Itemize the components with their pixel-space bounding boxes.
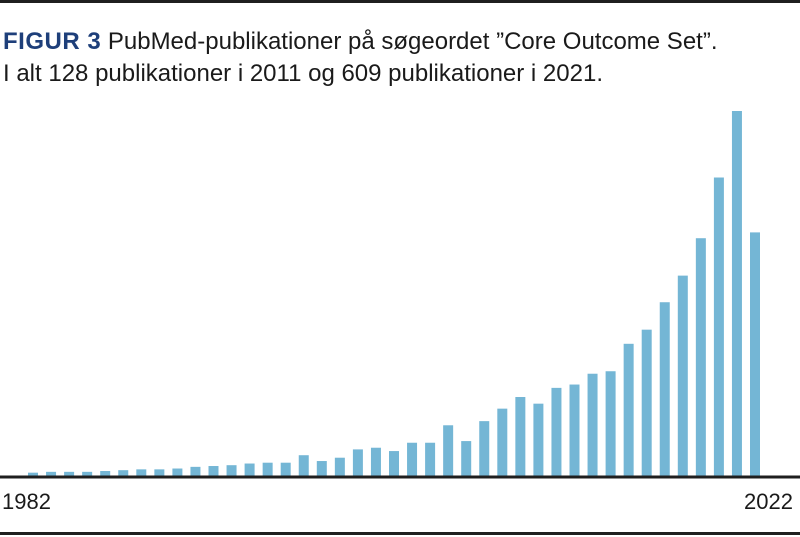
bars-group	[28, 111, 760, 476]
bar-2007	[479, 421, 490, 476]
bar-1983	[46, 471, 57, 476]
top-rule	[0, 0, 800, 3]
bar-2010	[533, 403, 544, 476]
bar-1989	[154, 469, 165, 476]
bar-1991	[190, 466, 201, 476]
bar-2019	[695, 238, 706, 476]
bar-1999	[334, 457, 345, 476]
figure-caption: FIGUR 3 PubMed-publikationer på søgeorde…	[3, 26, 798, 90]
bar-2014	[605, 371, 616, 476]
bar-2012	[569, 384, 580, 476]
bar-2015	[623, 343, 634, 476]
bar-2020	[713, 177, 724, 476]
bar-2022	[750, 232, 760, 476]
bar-1986	[100, 471, 111, 476]
bar-2005	[443, 425, 454, 476]
bar-1982	[28, 472, 38, 476]
bar-1996	[280, 462, 291, 476]
bar-2013	[587, 373, 598, 476]
bar-1984	[64, 471, 75, 476]
bottom-rule	[0, 532, 800, 535]
bar-1987	[118, 470, 129, 476]
bar-1988	[136, 469, 147, 476]
bar-1998	[316, 461, 327, 476]
bar-2018	[677, 275, 688, 476]
bar-2004	[425, 442, 436, 476]
bar-2021	[731, 111, 742, 476]
bar-1985	[82, 471, 93, 476]
bar-2003	[407, 442, 418, 476]
bar-1995	[262, 462, 273, 476]
bar-2006	[461, 441, 472, 476]
bar-2016	[641, 329, 652, 476]
caption-line-2: I alt 128 publikationer i 2011 og 609 pu…	[3, 60, 603, 87]
bar-1997	[298, 455, 309, 476]
caption-title: PubMed-publikationer på søgeordet ”Core …	[107, 28, 718, 55]
figure-label: FIGUR 3	[3, 28, 102, 55]
bar-1994	[244, 463, 255, 476]
bar-2000	[352, 449, 363, 476]
caption-line-1: FIGUR 3 PubMed-publikationer på søgeorde…	[3, 26, 798, 58]
bar-2001	[370, 447, 381, 476]
bar-2011	[551, 387, 562, 476]
bar-1992	[208, 466, 219, 476]
bar-1990	[172, 468, 183, 476]
bar-2009	[515, 397, 526, 476]
bar-2002	[389, 451, 399, 476]
bar-2008	[497, 408, 508, 476]
bar-1993	[226, 465, 237, 476]
bar-2017	[659, 302, 670, 476]
x-tick-label-end: 2022	[744, 489, 793, 514]
x-tick-label-start: 1982	[2, 489, 51, 514]
